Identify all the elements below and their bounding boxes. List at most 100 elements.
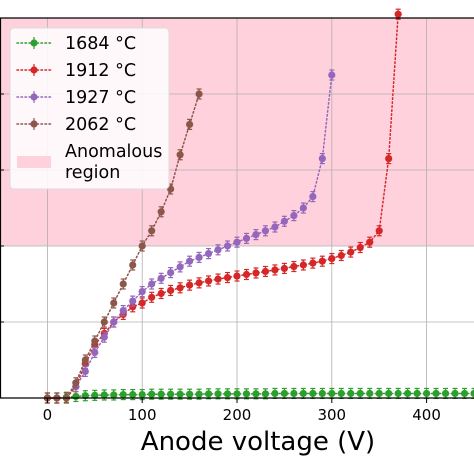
data-point: [242, 270, 251, 279]
data-point: [214, 390, 222, 398]
data-point: [299, 261, 307, 269]
legend-entry: 2062 °C: [16, 115, 136, 135]
data-point: [195, 390, 203, 398]
data-point: [110, 318, 118, 326]
data-point: [186, 390, 194, 398]
data-point: [119, 390, 127, 399]
data-point: [261, 267, 270, 276]
x-axis-label: Anode voltage (V): [141, 427, 375, 457]
data-point: [119, 280, 127, 288]
x-tick-label: 100: [128, 406, 157, 424]
data-point: [441, 389, 450, 398]
data-point: [252, 390, 260, 398]
data-point: [385, 155, 393, 163]
data-point: [318, 155, 326, 163]
data-point: [214, 275, 222, 283]
data-point: [138, 242, 146, 250]
series-2: [72, 69, 336, 393]
data-point: [366, 238, 374, 246]
data-point: [242, 234, 251, 242]
legend-label: 2062 °C: [65, 115, 136, 135]
legend-box: [9, 27, 170, 190]
data-point: [176, 390, 184, 398]
data-point: [157, 289, 165, 298]
data-point: [299, 389, 307, 398]
data-point: [91, 348, 99, 356]
data-point: [423, 389, 431, 398]
data-point: [271, 389, 279, 398]
data-point: [347, 389, 355, 398]
legend-entry-region: Anomalous region: [17, 142, 162, 183]
legend-entry: 1927 °C: [16, 88, 136, 108]
data-point: [186, 120, 194, 128]
data-point: [290, 389, 298, 398]
data-point: [110, 299, 118, 307]
data-point: [186, 257, 194, 265]
data-point: [148, 390, 156, 398]
data-point: [328, 71, 336, 79]
data-point: [119, 307, 127, 315]
data-point: [347, 248, 355, 256]
data-point: [252, 231, 260, 239]
data-point: [413, 389, 421, 398]
data-point: [328, 254, 336, 263]
data-point: [129, 303, 137, 311]
data-point: [148, 293, 156, 301]
data-point: [138, 390, 146, 399]
x-tick-label: 200: [223, 406, 252, 424]
data-point: [157, 390, 165, 398]
data-point: [328, 389, 336, 398]
data-point: [290, 262, 298, 271]
x-tick-label: 400: [412, 406, 441, 424]
data-point: [233, 238, 241, 246]
data-point: [100, 318, 108, 326]
data-point: [81, 367, 89, 375]
data-point: [91, 391, 99, 399]
data-point: [261, 390, 270, 398]
data-point: [385, 389, 393, 398]
data-point: [394, 389, 402, 398]
data-point: [129, 297, 137, 305]
data-point: [204, 390, 213, 398]
data-point: [271, 223, 279, 231]
data-point: [72, 392, 80, 401]
series-line: [46, 93, 200, 399]
data-point: [233, 390, 241, 398]
data-point: [195, 279, 203, 287]
data-point: [72, 379, 80, 387]
series-line: [75, 74, 333, 388]
data-point: [318, 389, 326, 398]
data-point: [214, 246, 222, 254]
data-point: [129, 261, 137, 269]
data-point: [223, 242, 232, 250]
data-point: [356, 243, 364, 252]
data-point: [460, 389, 469, 398]
data-point: [309, 193, 317, 201]
data-point: [309, 389, 317, 398]
legend-entry: 1912 °C: [16, 61, 136, 81]
data-point: [394, 10, 402, 18]
data-point: [195, 90, 203, 98]
legend-marker: [30, 66, 38, 74]
legend-region-swatch: [17, 156, 51, 168]
data-point: [318, 257, 326, 265]
data-point: [375, 389, 383, 398]
data-point: [138, 288, 146, 296]
data-point: [252, 269, 260, 277]
data-point: [366, 389, 374, 398]
data-point: [91, 337, 99, 345]
data-point: [81, 356, 89, 364]
data-point: [204, 277, 213, 285]
data-point: [271, 266, 279, 274]
legend-label: 1684 °C: [65, 34, 136, 54]
legend-marker: [30, 93, 38, 101]
data-point: [204, 250, 213, 258]
legend-entry: 1684 °C: [16, 34, 136, 54]
data-point: [242, 390, 251, 398]
data-point: [223, 273, 232, 282]
data-point: [195, 253, 203, 261]
data-point: [157, 274, 165, 282]
data-point: [233, 272, 241, 280]
data-point: [432, 389, 440, 398]
